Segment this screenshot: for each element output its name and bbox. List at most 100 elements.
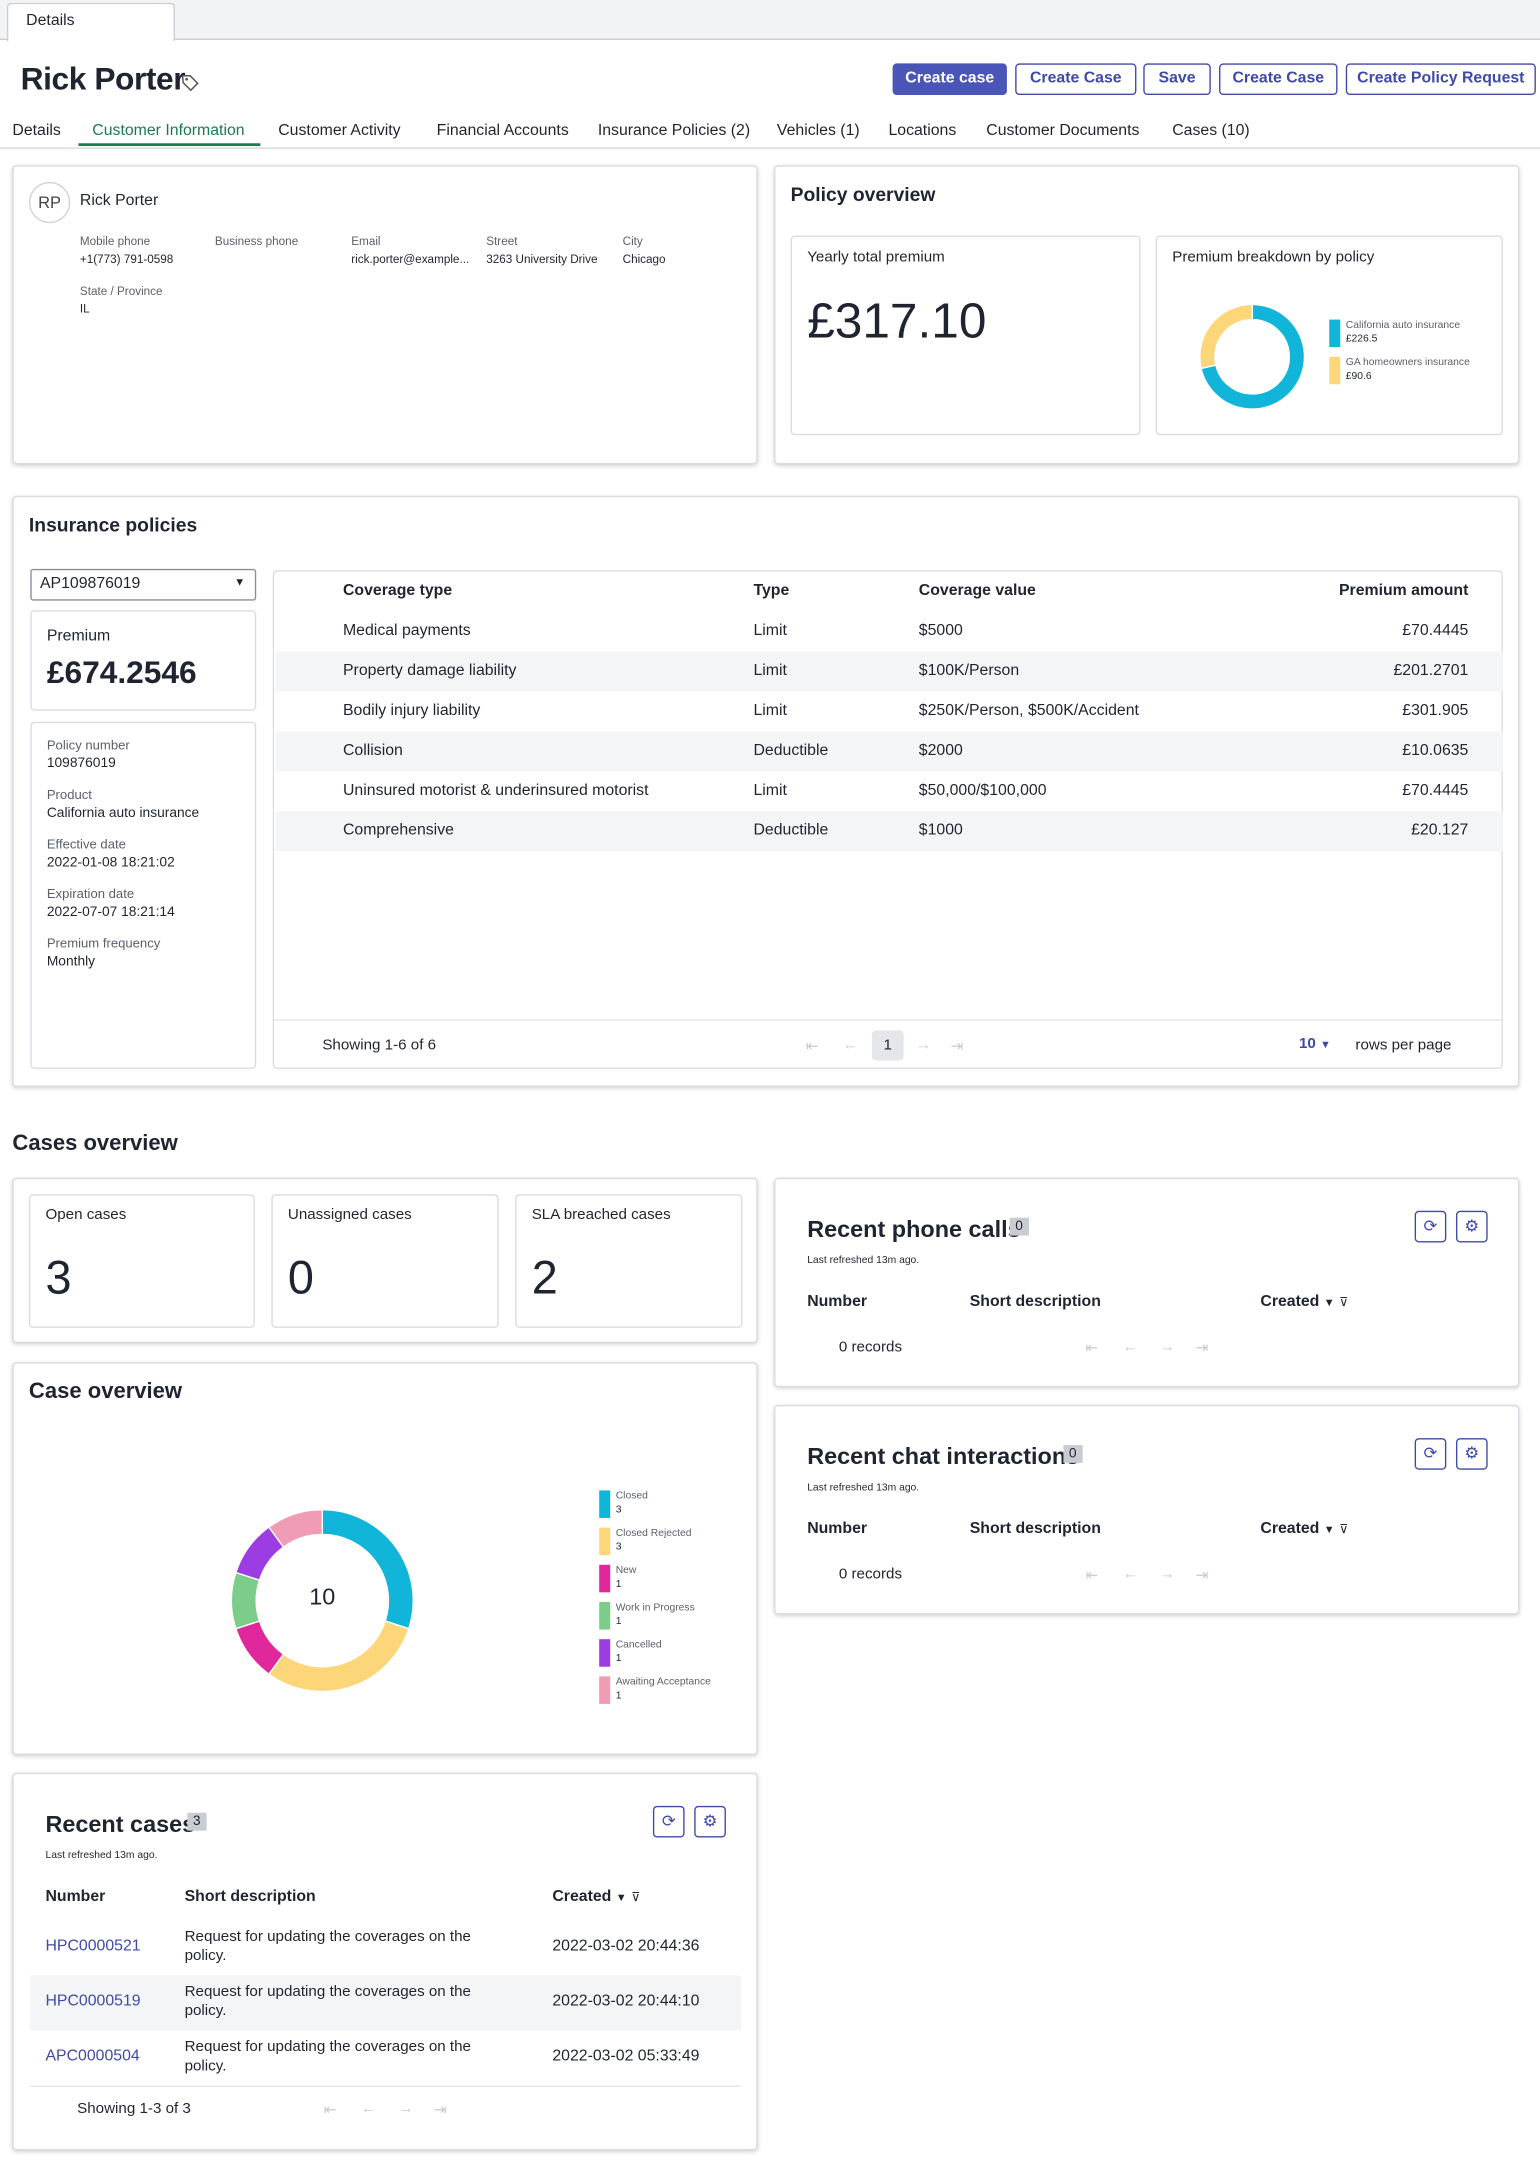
cell-coverage-value: $5000 bbox=[918, 622, 963, 640]
prev-page-icon[interactable]: ← bbox=[1122, 1338, 1138, 1356]
open-cases-tile[interactable]: Open cases 3 bbox=[28, 1194, 255, 1328]
col-created[interactable]: Created ▼ ⊽ bbox=[1260, 1293, 1348, 1310]
tab-cases[interactable]: Cases (10) bbox=[1172, 122, 1250, 140]
first-page-icon[interactable]: ⇤ bbox=[1085, 1340, 1099, 1357]
col-coverage-type[interactable]: Coverage type bbox=[342, 582, 453, 600]
tab-locations[interactable]: Locations bbox=[888, 122, 957, 140]
tab-customer-activity[interactable]: Customer Activity bbox=[278, 122, 401, 140]
col-number[interactable]: Number bbox=[807, 1520, 868, 1538]
filter-icon[interactable]: ⊽ bbox=[631, 1889, 641, 1904]
legend-item-awaiting-acceptance[interactable]: Awaiting Acceptance 1 bbox=[615, 1674, 711, 1702]
next-page-icon[interactable]: → bbox=[916, 1037, 932, 1054]
coverage-table: Coverage type Type Coverage value Premiu… bbox=[272, 570, 1503, 1069]
create-case-primary-button[interactable]: Create case bbox=[892, 63, 1007, 96]
col-created[interactable]: Created ▼ ⊽ bbox=[552, 1888, 640, 1905]
email-value[interactable]: rick.porter@example... bbox=[351, 252, 470, 266]
slice-closed-rejected[interactable] bbox=[267, 1620, 410, 1693]
policy-number-label: Policy number bbox=[46, 738, 130, 754]
cell-coverage-type: Uninsured motorist & underinsured motori… bbox=[342, 782, 649, 799]
legend-item-closed[interactable]: Closed 3 bbox=[615, 1489, 648, 1516]
col-short-description[interactable]: Short description bbox=[969, 1293, 1101, 1310]
case-created: 2022-03-02 20:44:36 bbox=[552, 1938, 700, 1955]
refresh-icon[interactable]: ⟳ bbox=[1414, 1210, 1447, 1243]
table-row[interactable]: HPC0000521 Request for updating the cove… bbox=[30, 1920, 741, 1975]
next-page-icon[interactable]: → bbox=[1159, 1338, 1175, 1356]
details-window-tab[interactable]: Details bbox=[6, 2, 175, 42]
first-page-icon[interactable]: ⇤ bbox=[323, 2102, 337, 2119]
table-row[interactable]: Medical payments Limit $5000 £70.4445 bbox=[275, 612, 1502, 652]
slice-ga-homeowners-insurance[interactable] bbox=[1199, 303, 1253, 370]
table-row[interactable]: Property damage liability Limit $100K/Pe… bbox=[275, 651, 1503, 692]
col-type[interactable]: Type bbox=[753, 582, 790, 600]
sort-down-icon: ▼ bbox=[1323, 1296, 1335, 1309]
legend-item-cancelled[interactable]: Cancelled 1 bbox=[615, 1637, 662, 1664]
policy-select[interactable]: AP109876019 ▼ bbox=[30, 568, 257, 601]
prev-page-icon[interactable]: ← bbox=[1122, 1566, 1138, 1583]
business-phone-label: Business phone bbox=[214, 234, 299, 248]
case-number-link[interactable]: HPC0000521 bbox=[45, 1938, 141, 1955]
first-page-icon[interactable]: ⇤ bbox=[805, 1038, 819, 1056]
table-row[interactable]: Collision Deductible $2000 £10.0635 bbox=[275, 731, 1503, 772]
case-overview-title: Case overview bbox=[28, 1380, 183, 1404]
col-premium-amount[interactable]: Premium amount bbox=[1338, 582, 1469, 600]
slice-work-in-progress[interactable] bbox=[230, 1571, 261, 1630]
table-row[interactable]: Bodily injury liability Limit $250K/Pers… bbox=[275, 691, 1502, 731]
prev-page-icon[interactable]: ← bbox=[360, 2100, 377, 2118]
save-button[interactable]: Save bbox=[1143, 63, 1211, 96]
legend-item-closed-rejected[interactable]: Closed Rejected 3 bbox=[615, 1526, 692, 1553]
col-created[interactable]: Created ▼ ⊽ bbox=[1260, 1521, 1348, 1538]
col-number[interactable]: Number bbox=[807, 1293, 868, 1310]
refresh-icon[interactable]: ⟳ bbox=[1414, 1438, 1447, 1470]
table-footer-divider bbox=[274, 1019, 1502, 1021]
filter-icon[interactable]: ⊽ bbox=[1339, 1522, 1349, 1536]
col-short-description[interactable]: Short description bbox=[184, 1888, 316, 1906]
tab-details[interactable]: Details bbox=[12, 122, 61, 140]
open-cases-label: Open cases bbox=[45, 1206, 127, 1224]
tab-vehicles[interactable]: Vehicles (1) bbox=[776, 122, 860, 140]
table-row[interactable]: HPC0000519 Request for updating the cove… bbox=[30, 1975, 742, 2031]
gear-icon[interactable]: ⚙ bbox=[1455, 1210, 1488, 1243]
last-page-icon[interactable]: ⇥ bbox=[1195, 1340, 1209, 1357]
create-case-button-2[interactable]: Create Case bbox=[1219, 63, 1338, 96]
legend-item-new[interactable]: New 1 bbox=[615, 1563, 637, 1590]
tab-customer-information[interactable]: Customer Information bbox=[78, 123, 260, 147]
tab-financial-accounts[interactable]: Financial Accounts bbox=[436, 122, 569, 140]
case-number-link[interactable]: APC0000504 bbox=[45, 2048, 140, 2065]
prev-page-icon[interactable]: ← bbox=[843, 1037, 859, 1054]
tab-insurance-policies[interactable]: Insurance Policies (2) bbox=[597, 122, 751, 140]
sla-breached-tile[interactable]: SLA breached cases 2 bbox=[515, 1194, 743, 1328]
case-number-link[interactable]: HPC0000519 bbox=[45, 1993, 141, 2010]
create-case-button[interactable]: Create Case bbox=[1015, 63, 1137, 96]
legend-item-work-in-progress[interactable]: Work in Progress 1 bbox=[615, 1600, 695, 1627]
mobile-phone-value[interactable]: +1(773) 791-0598 bbox=[79, 252, 174, 266]
filter-icon[interactable]: ⊽ bbox=[1339, 1294, 1349, 1309]
first-page-icon[interactable]: ⇤ bbox=[1085, 1567, 1099, 1585]
table-row[interactable]: Comprehensive Deductible $1000 £20.127 bbox=[275, 811, 1503, 852]
street-label: Street bbox=[486, 234, 518, 248]
refresh-icon[interactable]: ⟳ bbox=[652, 1805, 685, 1838]
state-label: State / Province bbox=[79, 283, 163, 298]
table-row[interactable]: Uninsured motorist & underinsured motori… bbox=[275, 771, 1502, 811]
tag-icon[interactable] bbox=[180, 73, 199, 92]
col-coverage-value[interactable]: Coverage value bbox=[918, 582, 1036, 600]
create-policy-request-button[interactable]: Create Policy Request bbox=[1345, 63, 1536, 96]
gear-icon[interactable]: ⚙ bbox=[694, 1805, 726, 1838]
gear-icon[interactable]: ⚙ bbox=[1455, 1438, 1488, 1470]
last-page-icon[interactable]: ⇥ bbox=[1195, 1567, 1209, 1585]
rows-per-page-select[interactable]: 10 ▼ bbox=[1299, 1036, 1331, 1053]
caret-down-icon: ▼ bbox=[1320, 1038, 1331, 1052]
next-page-icon[interactable]: → bbox=[1159, 1566, 1175, 1583]
cell-premium-amount: £301.905 bbox=[1402, 702, 1469, 720]
next-page-icon[interactable]: → bbox=[398, 2100, 414, 2118]
last-page-icon[interactable]: ⇥ bbox=[433, 2102, 447, 2119]
slice-awaiting-acceptance[interactable] bbox=[267, 1509, 324, 1549]
col-short-description[interactable]: Short description bbox=[969, 1520, 1101, 1538]
last-page-icon[interactable]: ⇥ bbox=[950, 1038, 964, 1056]
page-number[interactable]: 1 bbox=[871, 1030, 904, 1061]
cell-type: Limit bbox=[753, 782, 787, 799]
slice-california-auto-insurance[interactable] bbox=[1200, 303, 1306, 410]
unassigned-cases-tile[interactable]: Unassigned cases 0 bbox=[271, 1194, 499, 1328]
tab-customer-documents[interactable]: Customer Documents bbox=[986, 122, 1140, 140]
col-number[interactable]: Number bbox=[45, 1888, 106, 1906]
table-row[interactable]: APC0000504 Request for updating the cove… bbox=[30, 2030, 741, 2085]
